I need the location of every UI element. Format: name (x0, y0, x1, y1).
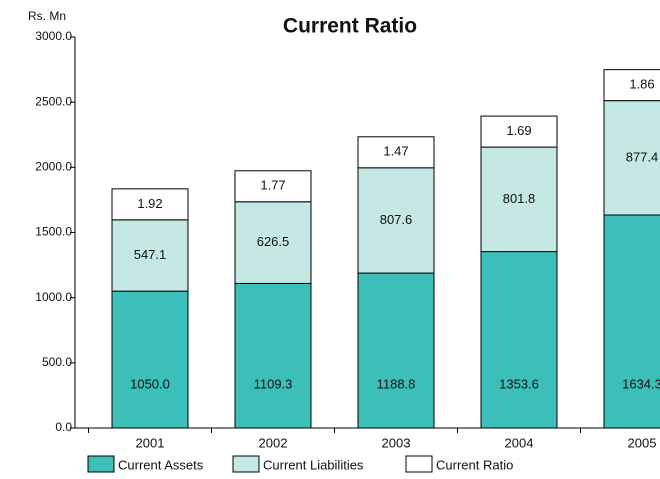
data-label: 547.1 (134, 247, 167, 262)
bar-segment (357, 272, 435, 429)
data-label: 877.4 (626, 149, 659, 164)
ratio-box (111, 188, 189, 221)
x-tick-label: 2002 (259, 435, 288, 450)
x-tick-label: 2005 (628, 435, 657, 450)
y-tick-label: 0.0 (55, 420, 72, 434)
data-label: 1109.3 (254, 376, 293, 391)
bar-segment (111, 219, 189, 292)
legend-label: Current Liabilities (263, 457, 364, 472)
legend-swatch (232, 455, 260, 473)
legend-swatch (405, 455, 433, 473)
data-label: 1188.8 (377, 376, 416, 391)
x-tick-label: 2004 (505, 435, 534, 450)
y-tick-label: 1500.0 (35, 225, 72, 239)
y-tick-label: 3000.0 (35, 29, 72, 43)
bar-segment (111, 290, 189, 429)
x-tick-label: 2001 (136, 435, 165, 450)
legend-label: Current Ratio (436, 457, 513, 472)
y-tick-label: 2500.0 (35, 94, 72, 108)
bar-segment (480, 146, 558, 253)
bar-segment (234, 201, 312, 284)
y-tick-label: 500.0 (42, 355, 72, 369)
data-label: 1.47 (383, 144, 408, 159)
y-tick-label: 1000.0 (35, 290, 72, 304)
data-label: 1.92 (137, 196, 162, 211)
ratio-box (480, 115, 558, 148)
data-label: 1050.0 (130, 376, 170, 391)
x-tick-label: 2003 (382, 435, 411, 450)
data-label: 1.86 (629, 77, 654, 92)
chart-title: Current Ratio (283, 15, 417, 38)
data-label: 1634.3 (622, 376, 660, 391)
ratio-box (357, 136, 435, 169)
data-label: 626.5 (257, 234, 290, 249)
ratio-box (234, 170, 312, 203)
y-tick-label: 2000.0 (35, 160, 72, 174)
data-label: 1.77 (260, 178, 285, 193)
bar-segment (357, 167, 435, 274)
data-label: 807.6 (380, 212, 413, 227)
y-axis-label: Rs. Mn (28, 9, 66, 23)
bar-segment (480, 251, 558, 429)
legend-swatch (87, 455, 115, 473)
data-label: 1353.6 (499, 376, 539, 391)
bar-segment (234, 282, 312, 429)
bar-segment (603, 214, 660, 429)
data-label: 801.8 (503, 191, 536, 206)
legend-label: Current Assets (118, 457, 204, 472)
ratio-box (603, 69, 660, 102)
data-label: 1.69 (506, 123, 531, 138)
